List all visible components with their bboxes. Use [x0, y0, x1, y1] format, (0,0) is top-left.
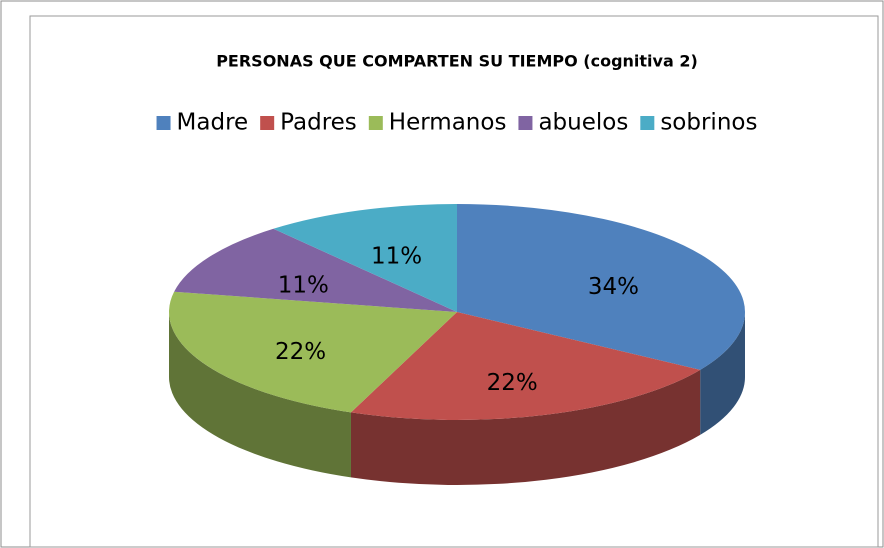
chart-title: PERSONAS QUE COMPARTEN SU TIEMPO (cognit…: [216, 52, 698, 71]
pie-tops: [168, 204, 745, 420]
pie-slice: [174, 228, 458, 312]
legend-label: Madre: [177, 110, 249, 136]
legend-label: abuelos: [538, 110, 628, 136]
legend-swatch: [640, 116, 655, 130]
legend-label: sobrinos: [660, 110, 757, 136]
legend: Madre Padres Hermanos abuelos sobrinos: [156, 110, 757, 136]
legend-swatch: [518, 116, 533, 130]
legend-label: Hermanos: [389, 110, 507, 136]
data-labels: 34% 22% 22% 11% 11%: [275, 243, 639, 396]
pie-slice: [273, 204, 457, 312]
data-label: 34%: [588, 274, 639, 300]
slice-side: [169, 312, 351, 478]
data-label: 22%: [487, 370, 538, 396]
legend-swatch: [156, 116, 171, 130]
legend-label: Padres: [280, 110, 357, 136]
pie-slice: [168, 291, 457, 413]
data-label: 11%: [371, 243, 422, 269]
slice-side: [700, 312, 745, 435]
data-label: 11%: [278, 272, 329, 298]
pie-slice: [350, 312, 701, 420]
data-label: 22%: [275, 339, 326, 365]
slice-side: [350, 369, 701, 485]
pie-slice: [457, 204, 745, 370]
legend-swatch: [368, 116, 383, 130]
legend-swatch: [260, 116, 275, 130]
pie-sides: [169, 312, 745, 485]
